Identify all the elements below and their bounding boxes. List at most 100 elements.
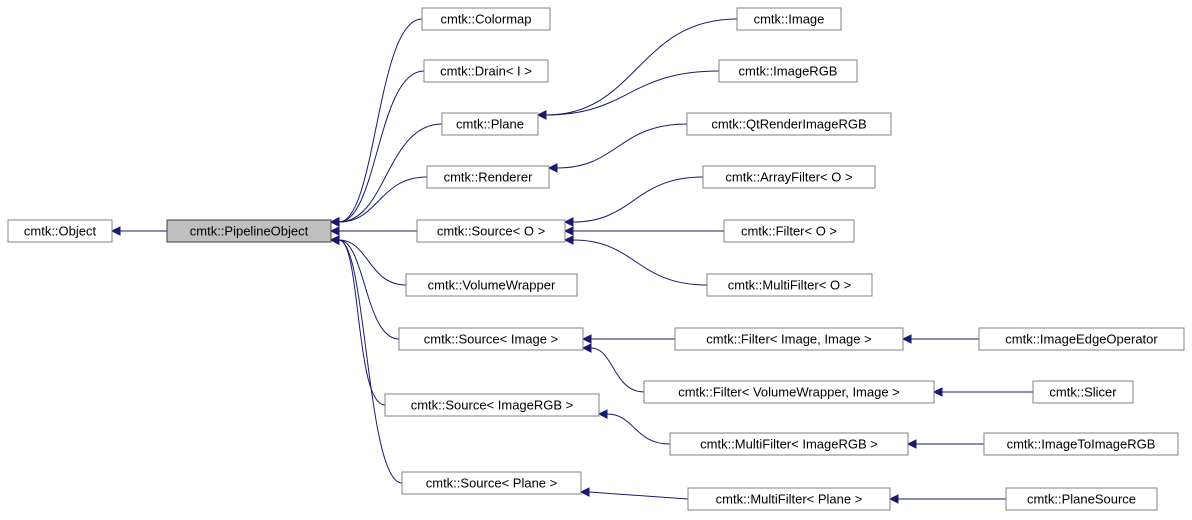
edge-multifilterImgRGB-to-sourceImageRGB [599, 410, 670, 444]
edges-layer [112, 19, 1033, 503]
node-volumewrapper[interactable]: cmtk::VolumeWrapper [406, 274, 577, 296]
node-multifilterImgRGB[interactable]: cmtk::MultiFilter< ImageRGB > [670, 433, 908, 455]
edge-sourcePlane-to-pipeline [331, 236, 402, 483]
node-label: cmtk::Plane [456, 116, 524, 131]
edge-path [339, 19, 422, 222]
node-sourceImageRGB[interactable]: cmtk::Source< ImageRGB > [385, 394, 599, 416]
node-label: cmtk::Source< Plane > [426, 475, 558, 490]
node-pipeline[interactable]: cmtk::PipelineObject [167, 220, 331, 242]
edge-path [557, 124, 687, 168]
node-filterO[interactable]: cmtk::Filter< O > [724, 220, 854, 242]
node-label: cmtk::Filter< O > [741, 223, 837, 238]
edge-planesource-to-multifilterPlane [890, 495, 1006, 503]
node-object[interactable]: cmtk::Object [8, 220, 112, 242]
node-multifilterPlane[interactable]: cmtk::MultiFilter< Plane > [688, 488, 890, 510]
node-image[interactable]: cmtk::Image [737, 8, 841, 30]
edge-img2imgrgb-to-multifilterImgRGB [908, 440, 984, 448]
node-renderer[interactable]: cmtk::Renderer [427, 166, 549, 188]
edge-arrowhead [538, 111, 546, 119]
edge-path [339, 240, 399, 339]
node-multifilterO[interactable]: cmtk::MultiFilter< O > [707, 274, 872, 296]
edge-arrowhead [903, 335, 911, 343]
node-label: cmtk::MultiFilter< ImageRGB > [700, 436, 878, 451]
inheritance-diagram: cmtk::Object cmtk::PipelineObject cmtk::Co… [0, 0, 1192, 520]
node-colormap[interactable]: cmtk::Colormap [422, 8, 550, 30]
edge-arrowhead [112, 227, 120, 235]
edge-qtrender-to-renderer [549, 124, 687, 172]
node-label: cmtk::QtRenderImageRGB [711, 116, 866, 131]
node-planesource[interactable]: cmtk::PlaneSource [1006, 488, 1157, 510]
edge-arrowhead [331, 218, 339, 226]
node-sourcePlane[interactable]: cmtk::Source< Plane > [402, 472, 581, 494]
edge-path [546, 19, 737, 115]
edge-path [573, 177, 703, 222]
node-label: cmtk::ImageRGB [739, 63, 838, 78]
edge-arrowhead [565, 236, 573, 244]
edge-image-to-plane [538, 19, 737, 119]
node-label: cmtk::Filter< VolumeWrapper, Image > [678, 384, 900, 399]
node-label: cmtk::MultiFilter< Plane > [716, 491, 863, 506]
node-label: cmtk::Source< Image > [424, 331, 558, 346]
edge-slicer-to-filterVolImg [934, 388, 1033, 396]
node-qtrender[interactable]: cmtk::QtRenderImageRGB [687, 113, 891, 135]
node-slicer[interactable]: cmtk::Slicer [1033, 381, 1133, 403]
edge-multifilterPlane-to-sourcePlane [581, 488, 688, 499]
edge-path [591, 348, 644, 392]
node-label: cmtk::Filter< Image, Image > [706, 331, 871, 346]
node-sourceO[interactable]: cmtk::Source< O > [417, 220, 565, 242]
node-label: cmtk::Renderer [444, 169, 534, 184]
edge-filterVolImg-to-sourceImage [583, 344, 644, 392]
edge-plane-to-pipeline [331, 124, 442, 226]
edge-edgeop-to-filterImgImg [903, 335, 979, 343]
edge-arrayfilter-to-sourceO [565, 177, 703, 226]
node-label: cmtk::MultiFilter< O > [728, 277, 852, 292]
edge-renderer-to-pipeline [331, 177, 427, 226]
edge-volumewrapper-to-pipeline [331, 236, 406, 285]
edge-arrowhead [549, 164, 557, 172]
node-arrayfilter[interactable]: cmtk::ArrayFilter< O > [703, 166, 875, 188]
edge-arrowhead [583, 335, 591, 343]
edge-path [607, 414, 670, 444]
edge-arrowhead [331, 227, 339, 235]
edge-arrowhead [331, 236, 339, 244]
edge-path [339, 71, 424, 222]
edge-colormap-to-pipeline [331, 19, 422, 226]
edge-path [573, 240, 707, 285]
node-label: cmtk::ImageEdgeOperator [1005, 331, 1158, 346]
nodes-layer: cmtk::Object cmtk::PipelineObject cmtk::Co… [8, 8, 1184, 510]
node-filterImgImg[interactable]: cmtk::Filter< Image, Image > [675, 328, 903, 350]
edge-arrowhead [565, 218, 573, 226]
edge-path [339, 240, 402, 483]
node-edgeop[interactable]: cmtk::ImageEdgeOperator [979, 328, 1184, 350]
edge-multifilterO-to-sourceO [565, 236, 707, 285]
edge-filterImgImg-to-sourceImage [583, 335, 675, 343]
node-label: cmtk::Slicer [1049, 384, 1117, 399]
edge-path [589, 492, 688, 499]
node-label: cmtk::Object [24, 223, 97, 238]
edge-path [546, 71, 719, 115]
node-label: cmtk::Drain< I > [440, 63, 532, 78]
node-label: cmtk::Image [754, 11, 825, 26]
node-label: cmtk::Source< ImageRGB > [411, 397, 574, 412]
edge-arrowhead [599, 410, 607, 418]
edge-sourceO-to-pipeline [331, 227, 417, 235]
node-img2imgrgb[interactable]: cmtk::ImageToImageRGB [984, 433, 1178, 455]
node-label: cmtk::PipelineObject [190, 223, 309, 238]
node-filterVolImg[interactable]: cmtk::Filter< VolumeWrapper, Image > [644, 381, 934, 403]
node-label: cmtk::PlaneSource [1027, 491, 1136, 506]
node-drain[interactable]: cmtk::Drain< I > [424, 60, 548, 82]
node-imageRGB[interactable]: cmtk::ImageRGB [719, 60, 857, 82]
edge-arrowhead [581, 488, 589, 496]
edge-arrowhead [565, 227, 573, 235]
node-label: cmtk::Colormap [440, 11, 531, 26]
node-label: cmtk::ImageToImageRGB [1007, 436, 1156, 451]
node-label: cmtk::VolumeWrapper [428, 277, 556, 292]
edge-pipeline-to-object [112, 227, 167, 235]
node-plane[interactable]: cmtk::Plane [442, 113, 538, 135]
edge-arrowhead [934, 388, 942, 396]
edge-sourceImage-to-pipeline [331, 236, 399, 339]
edge-imageRGB-to-plane [538, 71, 719, 119]
node-label: cmtk::Source< O > [437, 223, 545, 238]
edge-filterO-to-sourceO [565, 227, 724, 235]
node-sourceImage[interactable]: cmtk::Source< Image > [399, 328, 583, 350]
